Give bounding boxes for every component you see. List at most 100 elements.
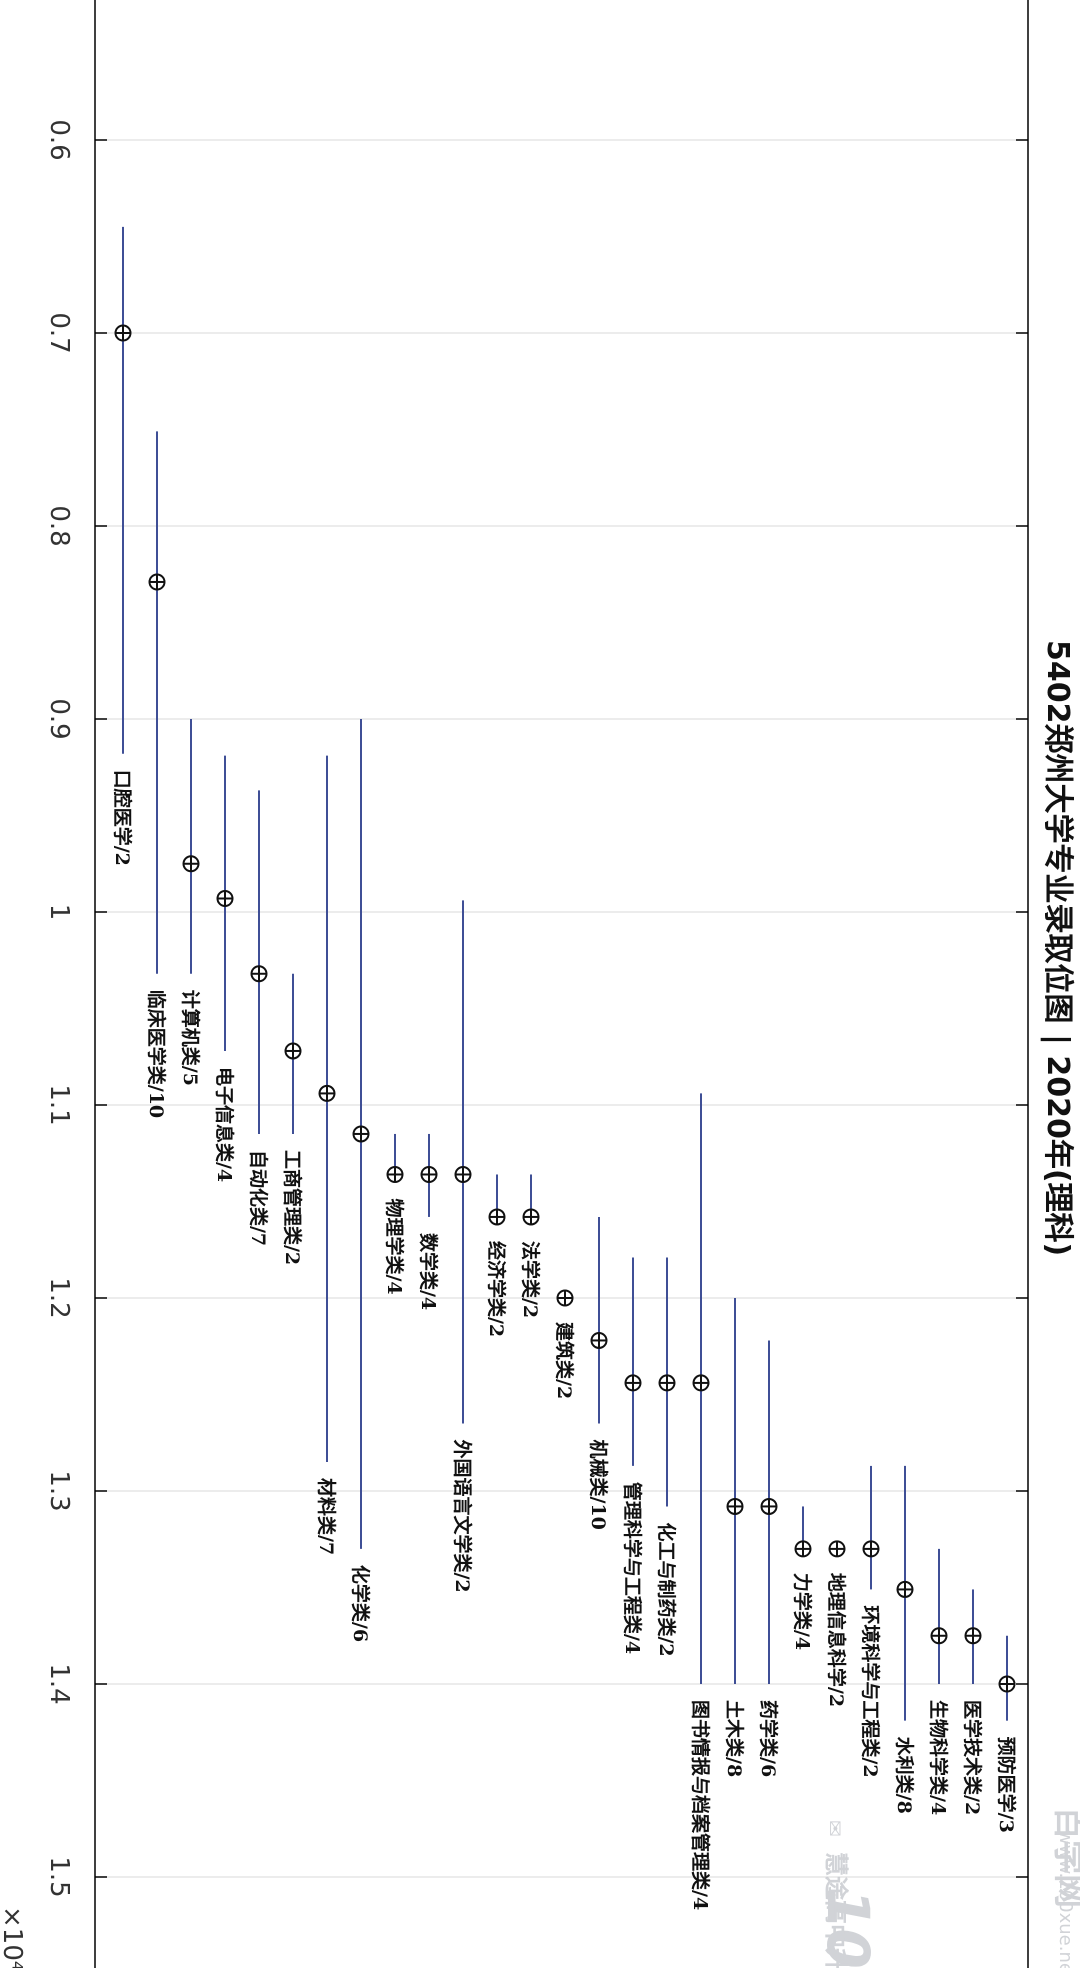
point-marker	[488, 1208, 506, 1226]
category-label: 临床医学类/10	[145, 990, 168, 1118]
category-label-group: 地理信息科学/2	[825, 1573, 848, 1707]
category-label-group: 外国语言文学类/2	[451, 1439, 474, 1592]
label-layer: 口腔医学/2 临床医学类/10 计算机类/5 电子信息类/4 自动化类/7 工商管理类/2…	[111, 770, 1018, 1910]
tick-label: 1.5	[44, 1856, 74, 1897]
category-label: 生物科学类/4	[927, 1700, 950, 1815]
tick-label-group: 0.7	[44, 312, 74, 353]
category-label-group: 土木类/8	[723, 1700, 746, 1777]
point-marker	[148, 573, 166, 591]
point-marker	[216, 889, 234, 907]
point-marker	[726, 1497, 744, 1515]
category-label: 环境科学与工程类/2	[859, 1605, 882, 1777]
category-label: 化工与制药类/2	[655, 1522, 678, 1656]
category-label: 机械类/10	[587, 1439, 610, 1529]
tick-label: 1	[44, 904, 74, 921]
category-label: 经济学类/2	[485, 1241, 508, 1337]
category-label-group: 力学类/4	[791, 1573, 814, 1650]
point-marker	[420, 1165, 438, 1183]
point-marker	[556, 1289, 574, 1307]
category-label-group: 生物科学类/4	[927, 1700, 950, 1815]
point-marker	[964, 1627, 982, 1645]
category-label-group: 化学类/6	[349, 1565, 372, 1642]
category-label-group: 计算机类/5	[179, 990, 202, 1086]
category-label: 外国语言文学类/2	[451, 1439, 474, 1592]
tick-label-group: 0.9	[44, 698, 74, 739]
category-label-group: 电子信息类/4	[213, 1067, 236, 1182]
point-marker	[658, 1374, 676, 1392]
category-label: 化学类/6	[349, 1565, 372, 1642]
category-label-group: 水利类/8	[893, 1737, 916, 1814]
tick-label-group: 0.6	[44, 119, 74, 160]
category-label-group: 工商管理类/2	[281, 1150, 304, 1265]
category-label-group: 预防医学/3	[995, 1737, 1018, 1833]
watermark-logo: 100	[814, 1888, 882, 1968]
watermark-url-group: www.100xue.net	[1055, 1830, 1076, 1968]
axis-layer: 0.6 0.7 0.8 0.9 1 1.1 1.2 1.3 1.4 1.5	[44, 0, 1029, 1968]
point-marker	[896, 1580, 914, 1598]
category-label: 力学类/4	[791, 1573, 814, 1650]
marker-layer	[114, 324, 1016, 1693]
point-marker	[692, 1374, 710, 1392]
tick-label-group: 1	[44, 904, 74, 921]
category-label-group: 临床医学类/10	[145, 990, 168, 1118]
tick-label: 0.9	[44, 698, 74, 739]
category-label: 材料类/7	[315, 1478, 338, 1555]
category-label-group: 口腔医学/2	[111, 770, 134, 866]
grid-layer	[95, 139, 1028, 1878]
category-label: 工商管理类/2	[281, 1150, 304, 1265]
watermark-logo-text: 百学网	[1049, 1806, 1080, 1908]
watermark: 100 百学网 ✉ 慧途高中升学规划 www.100xue.net	[814, 1806, 1080, 1968]
tick-label: 1.2	[44, 1277, 74, 1318]
category-label: 地理信息科学/2	[825, 1573, 848, 1707]
point-marker	[760, 1497, 778, 1515]
category-label: 建筑类/2	[553, 1322, 576, 1399]
category-label: 图书情报与档案管理类/4	[689, 1700, 712, 1910]
point-marker	[624, 1374, 642, 1392]
wechat-icon: ✉	[823, 1820, 847, 1837]
point-marker	[386, 1165, 404, 1183]
category-label-group: 化工与制药类/2	[655, 1522, 678, 1656]
category-label: 电子信息类/4	[213, 1067, 236, 1182]
category-label-group: 经济学类/2	[485, 1241, 508, 1337]
category-label-group: 药学类/6	[757, 1700, 780, 1777]
chart-title-text: 5402郑州大学专业录取位图 | 2020年(理科)	[1040, 640, 1075, 1256]
tick-label-group: 1.3	[44, 1470, 74, 1511]
category-label-group: 材料类/7	[315, 1478, 338, 1555]
watermark-url: www.100xue.net	[1055, 1830, 1076, 1968]
category-label-group: 数学类/4	[417, 1233, 440, 1310]
watermark-account-group: ✉ 慧途高中升学规划	[822, 1820, 850, 1968]
point-marker	[862, 1540, 880, 1558]
tick-label: 0.7	[44, 312, 74, 353]
point-marker	[250, 965, 268, 983]
point-marker	[930, 1627, 948, 1645]
tick-label-group: 0.8	[44, 505, 74, 546]
point-marker	[828, 1540, 846, 1558]
category-label-group: 建筑类/2	[553, 1322, 576, 1399]
category-label-group: 物理学类/4	[383, 1198, 406, 1294]
tick-label: 1.1	[44, 1084, 74, 1125]
category-label: 医学技术类/2	[961, 1700, 984, 1815]
axis-multiplier: ×10⁴	[0, 1906, 27, 1968]
category-label-group: 机械类/10	[587, 1439, 610, 1529]
point-marker	[454, 1165, 472, 1183]
axis-multiplier-text: ×10⁴	[0, 1906, 27, 1968]
chart-title: 5402郑州大学专业录取位图 | 2020年(理科)	[1040, 640, 1075, 1256]
tick-label-group: 1.1	[44, 1084, 74, 1125]
point-marker	[318, 1084, 336, 1102]
category-label: 物理学类/4	[383, 1198, 406, 1294]
tick-label-group: 1.2	[44, 1277, 74, 1318]
category-label-group: 图书情报与档案管理类/4	[689, 1700, 712, 1910]
point-marker	[114, 324, 132, 342]
point-marker	[998, 1675, 1016, 1693]
point-marker	[182, 855, 200, 873]
category-label: 法学类/2	[519, 1241, 542, 1318]
tick-label: 0.8	[44, 505, 74, 546]
category-label: 土木类/8	[723, 1700, 746, 1777]
point-marker	[522, 1208, 540, 1226]
point-marker	[590, 1331, 608, 1349]
category-label: 口腔医学/2	[111, 770, 134, 866]
category-label-group: 法学类/2	[519, 1241, 542, 1318]
tick-label: 1.3	[44, 1470, 74, 1511]
tick-label: 1.4	[44, 1663, 74, 1704]
